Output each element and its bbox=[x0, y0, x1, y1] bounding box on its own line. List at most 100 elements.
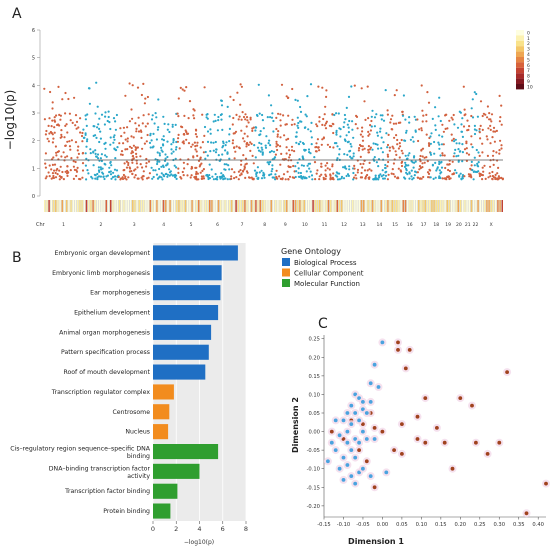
chromosome-density-stripe bbox=[259, 200, 261, 212]
manhattan-point bbox=[361, 145, 364, 148]
manhattan-point bbox=[491, 170, 494, 174]
manhattan-point bbox=[482, 170, 485, 173]
go-x-tick-label: 2 bbox=[174, 525, 178, 533]
manhattan-point bbox=[471, 116, 475, 119]
manhattan-point bbox=[384, 163, 387, 167]
manhattan-point bbox=[299, 140, 302, 143]
density-legend-swatch bbox=[516, 51, 524, 57]
manhattan-point bbox=[187, 117, 190, 120]
chromosome-density-stripe bbox=[327, 200, 330, 212]
mds-point bbox=[497, 440, 502, 445]
manhattan-point bbox=[379, 127, 382, 130]
manhattan-point bbox=[343, 153, 346, 156]
manhattan-point bbox=[77, 126, 80, 129]
manhattan-point bbox=[275, 140, 278, 143]
chromosome-tick-label: 3 bbox=[133, 222, 136, 228]
manhattan-point bbox=[429, 169, 432, 172]
manhattan-point bbox=[124, 138, 127, 141]
manhattan-point bbox=[441, 135, 444, 138]
chromosome-density-stripe bbox=[424, 200, 426, 212]
manhattan-point bbox=[226, 152, 229, 155]
manhattan-point bbox=[148, 172, 151, 175]
manhattan-point bbox=[336, 175, 339, 178]
manhattan-point bbox=[167, 123, 170, 126]
chromosome-density-stripe bbox=[363, 200, 365, 212]
manhattan-point bbox=[148, 141, 152, 144]
manhattan-point bbox=[399, 145, 402, 148]
manhattan-point bbox=[291, 118, 294, 121]
manhattan-point bbox=[285, 138, 288, 141]
manhattan-point bbox=[397, 147, 400, 150]
manhattan-point bbox=[309, 130, 312, 133]
manhattan-point bbox=[192, 156, 195, 159]
manhattan-point bbox=[268, 173, 271, 176]
manhattan-point bbox=[231, 123, 234, 126]
mds-point bbox=[361, 407, 365, 412]
manhattan-point bbox=[400, 138, 403, 142]
manhattan-point bbox=[221, 128, 224, 131]
go-legend-title: Gene Ontology bbox=[281, 247, 341, 256]
manhattan-point bbox=[177, 171, 180, 174]
manhattan-point bbox=[239, 169, 242, 172]
chromosome-density-stripe bbox=[162, 200, 165, 212]
manhattan-point bbox=[118, 142, 121, 145]
manhattan-point bbox=[353, 84, 356, 87]
manhattan-point bbox=[202, 175, 205, 178]
manhattan-point bbox=[171, 125, 174, 128]
manhattan-point bbox=[66, 169, 69, 172]
manhattan-point bbox=[114, 120, 117, 123]
chromosome-density-stripe bbox=[420, 200, 422, 212]
manhattan-point bbox=[431, 163, 434, 166]
manhattan-point bbox=[498, 152, 501, 155]
manhattan-point bbox=[286, 170, 289, 173]
manhattan-point bbox=[144, 97, 147, 100]
manhattan-point bbox=[460, 130, 464, 133]
manhattan-point bbox=[261, 148, 264, 151]
manhattan-point bbox=[119, 127, 122, 130]
manhattan-point bbox=[147, 160, 151, 163]
manhattan-point bbox=[340, 175, 344, 178]
manhattan-point bbox=[285, 152, 288, 155]
manhattan-point bbox=[110, 164, 113, 167]
manhattan-point bbox=[259, 150, 262, 153]
chromosome-density-stripe bbox=[367, 200, 369, 212]
manhattan-point bbox=[380, 118, 383, 121]
manhattan-point bbox=[219, 113, 222, 117]
manhattan-point bbox=[228, 115, 231, 118]
chromosome-density-stripe bbox=[413, 200, 415, 212]
manhattan-point bbox=[121, 153, 124, 156]
manhattan-point bbox=[170, 148, 173, 151]
manhattan-point bbox=[297, 167, 300, 170]
go-category-label: DNA–binding transcription factor activity bbox=[49, 465, 151, 480]
manhattan-point bbox=[336, 145, 339, 148]
mds-point bbox=[341, 418, 346, 423]
manhattan-point bbox=[185, 138, 188, 141]
manhattan-point bbox=[147, 113, 150, 116]
manhattan-point bbox=[395, 153, 398, 156]
manhattan-point bbox=[265, 135, 268, 138]
manhattan-point bbox=[267, 163, 271, 166]
manhattan-point bbox=[131, 117, 134, 120]
manhattan-point bbox=[360, 87, 363, 90]
manhattan-point bbox=[158, 154, 161, 157]
manhattan-point bbox=[266, 116, 269, 119]
manhattan-point bbox=[478, 127, 481, 131]
manhattan-point bbox=[109, 136, 112, 139]
chromosome-density-stripe bbox=[200, 200, 202, 212]
manhattan-point bbox=[168, 168, 171, 171]
go-category-label: Transcription factor binding bbox=[64, 488, 150, 495]
manhattan-point bbox=[486, 116, 489, 119]
manhattan-point bbox=[326, 143, 329, 146]
manhattan-point bbox=[402, 94, 405, 97]
chromosome-density-stripe bbox=[178, 200, 180, 212]
manhattan-point bbox=[201, 141, 204, 144]
manhattan-point bbox=[308, 175, 311, 178]
mds-y-tick-label: -0.05 bbox=[307, 448, 320, 454]
manhattan-point bbox=[182, 161, 185, 164]
manhattan-point bbox=[299, 105, 302, 109]
manhattan-point bbox=[70, 157, 73, 160]
manhattan-point bbox=[177, 167, 180, 170]
chromosome-density-stripe bbox=[77, 200, 79, 212]
manhattan-point bbox=[173, 164, 176, 167]
